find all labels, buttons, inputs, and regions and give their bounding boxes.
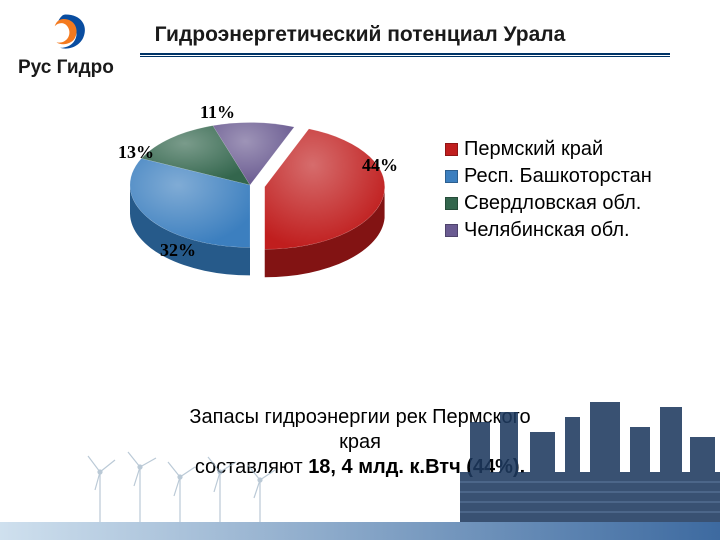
legend-swatch <box>445 224 458 237</box>
legend-swatch <box>445 170 458 183</box>
legend-item: Свердловская обл. <box>445 192 652 215</box>
legend-label: Респ. Башкоторстан <box>464 165 652 188</box>
legend-label: Свердловская обл. <box>464 192 641 215</box>
page-title: Гидроэнергетический потенциал Урала <box>20 23 700 47</box>
caption-line: края <box>339 431 381 453</box>
legend-label: Челябинская обл. <box>464 219 630 242</box>
pie-3d-svg <box>100 80 400 320</box>
pie-chart: 44% 32% 13% 11% Пермский край Респ. Башк… <box>0 70 720 360</box>
legend-item: Пермский край <box>445 138 652 161</box>
slice-label-32: 32% <box>160 240 196 261</box>
legend-item: Респ. Башкоторстан <box>445 165 652 188</box>
slice-label-11: 11% <box>200 102 235 123</box>
legend-swatch <box>445 197 458 210</box>
wind-turbines-icon <box>70 442 290 522</box>
legend: Пермский край Респ. Башкоторстан Свердло… <box>445 138 652 246</box>
divider <box>140 53 670 57</box>
legend-swatch <box>445 143 458 156</box>
header: Рус Гидро Гидроэнергетический потенциал … <box>0 0 720 62</box>
industrial-plant-icon <box>460 402 720 522</box>
footer-band <box>0 522 720 540</box>
legend-label: Пермский край <box>464 138 603 161</box>
legend-item: Челябинская обл. <box>445 219 652 242</box>
logo: Рус Гидро <box>18 10 114 79</box>
slice-label-13: 13% <box>118 142 154 163</box>
slice-label-44: 44% <box>362 155 398 176</box>
rushydro-swirl-icon <box>38 10 93 55</box>
